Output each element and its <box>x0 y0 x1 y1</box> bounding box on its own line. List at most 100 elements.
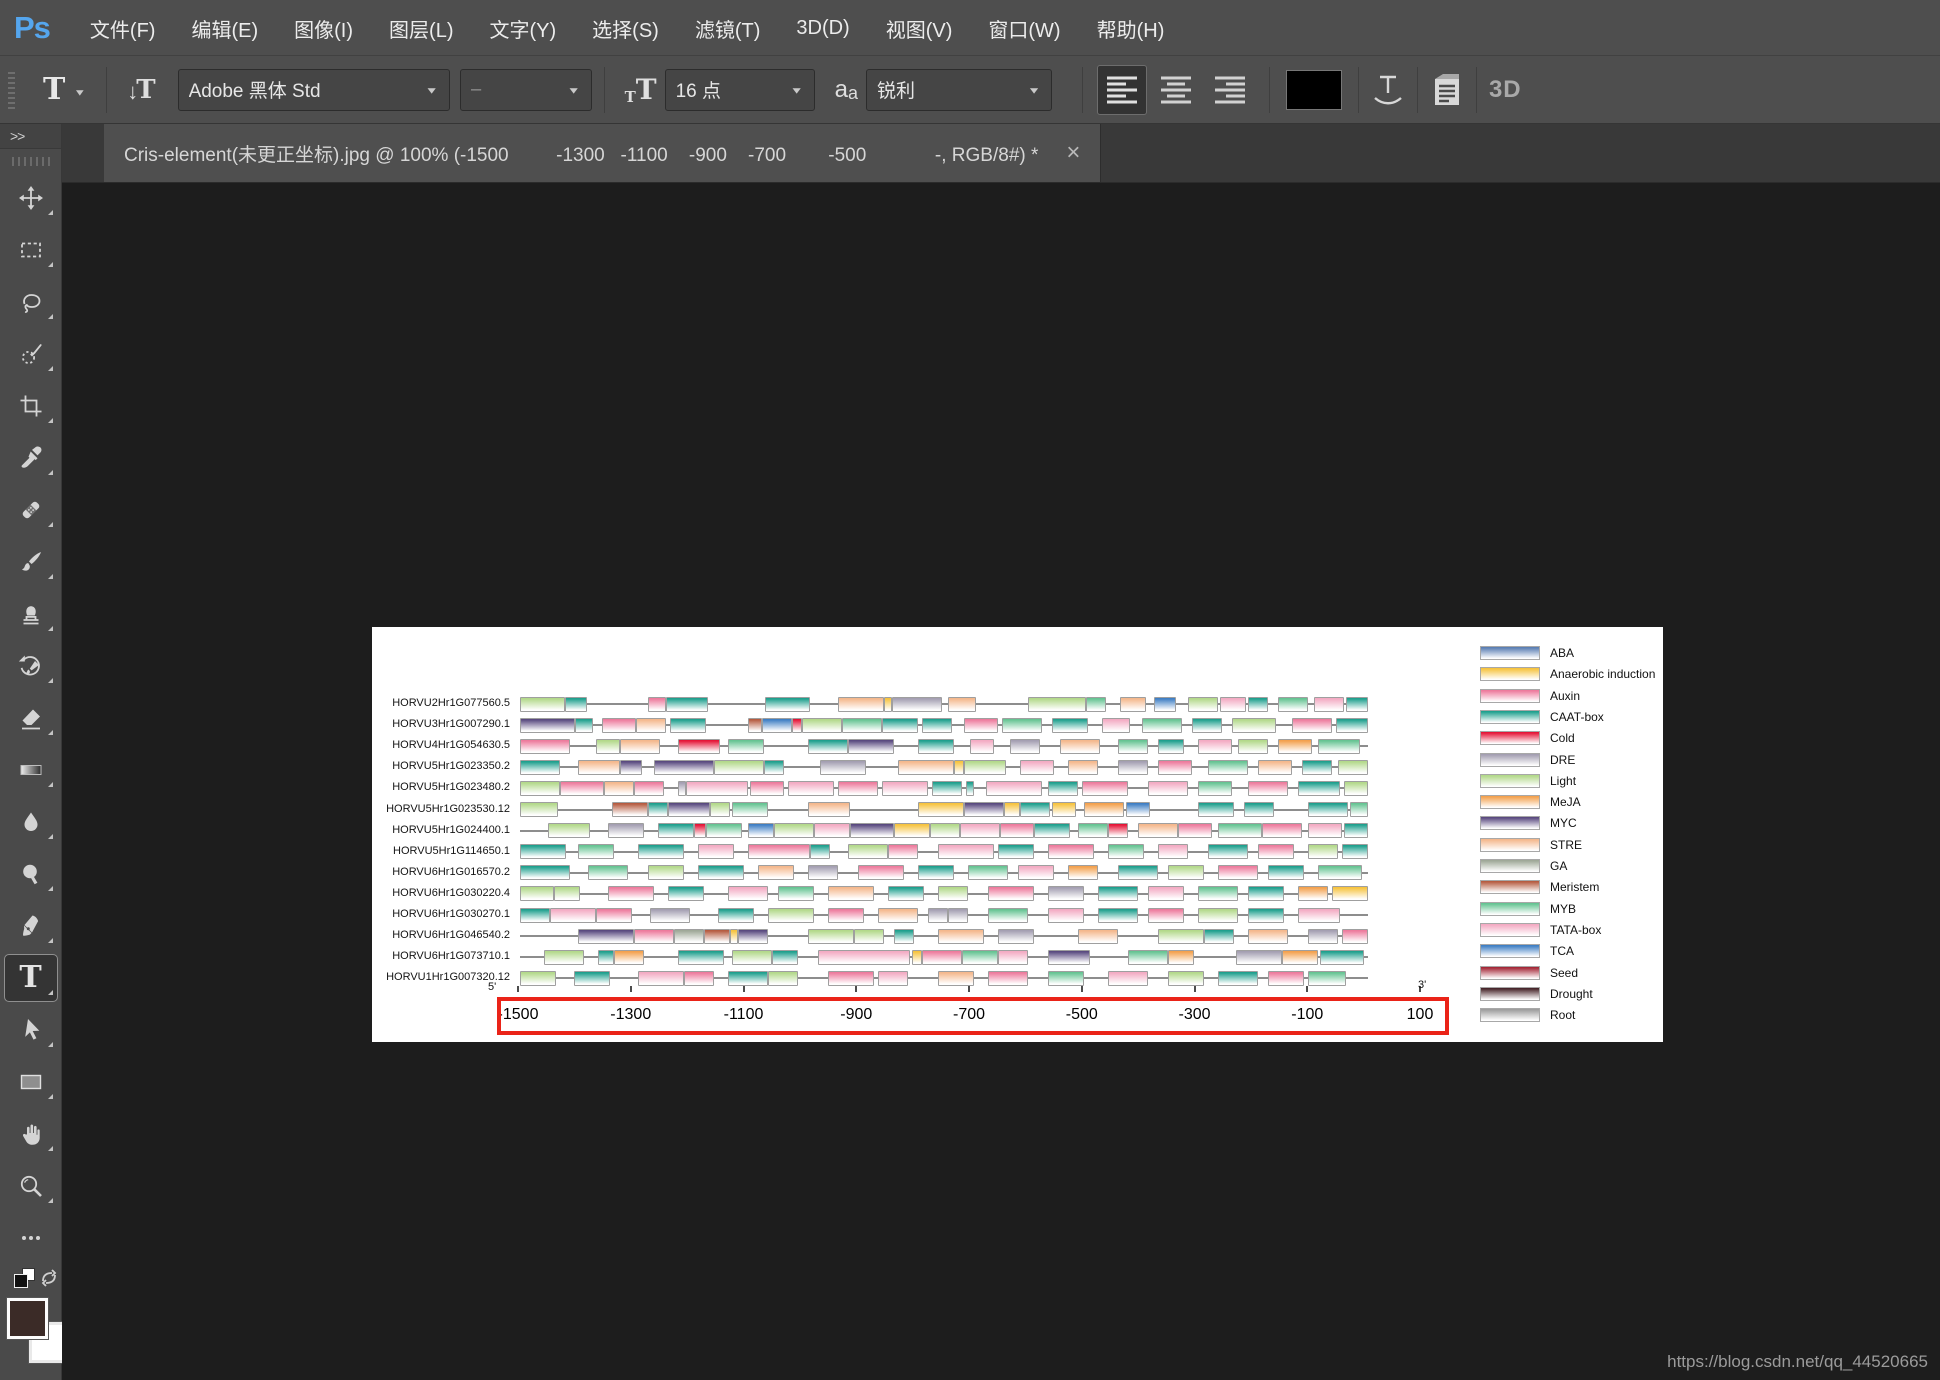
tool-move[interactable] <box>0 172 62 224</box>
crop-icon <box>20 395 41 417</box>
open-document-image[interactable]: HORVU2Hr1G077560.5 HORVU3Hr1G007290.1 HORV… <box>372 627 1663 1042</box>
more-tools-icon <box>21 1235 40 1240</box>
cis-element-box <box>730 928 738 944</box>
tool-dodge[interactable] <box>0 848 62 900</box>
tool-gradient[interactable] <box>0 744 62 796</box>
cis-element-box <box>1238 738 1268 754</box>
menu-item-8[interactable]: 3D(D) <box>796 16 850 39</box>
cis-element-box <box>670 717 706 733</box>
spot-healing-icon <box>22 501 39 519</box>
cis-element-box <box>966 780 974 796</box>
tool-brush[interactable] <box>0 536 62 588</box>
menu-item-2[interactable]: 编辑(E) <box>191 19 259 42</box>
cis-element-box <box>1118 865 1158 881</box>
menu-item-4[interactable]: 图层(L) <box>389 19 454 42</box>
cis-element-box <box>828 886 874 902</box>
tool-blur[interactable] <box>0 796 62 848</box>
3d-button[interactable]: 3D <box>1488 75 1522 103</box>
tool-history-brush[interactable] <box>0 640 62 692</box>
tool-more-tools[interactable] <box>0 1212 62 1264</box>
cis-element-box <box>650 907 690 923</box>
tool-crop[interactable] <box>0 380 62 432</box>
menu-item-1[interactable]: 文件(F) <box>89 19 156 42</box>
align-left-icon <box>1106 76 1137 103</box>
tool-eyedropper[interactable] <box>0 432 62 484</box>
tool-pen[interactable] <box>0 900 62 952</box>
chevron-down-icon: ▼ <box>1027 84 1041 95</box>
chevron-down-icon: ▼ <box>789 84 804 95</box>
anti-alias-select[interactable]: 锐利 ▼ <box>865 68 1052 111</box>
warp-text-button[interactable] <box>1371 72 1405 108</box>
cis-element-box <box>1346 696 1368 712</box>
tool-rectangular-marquee[interactable] <box>0 224 62 276</box>
menu-item-5[interactable]: 文字(Y) <box>489 19 557 42</box>
cis-element-box <box>698 865 744 881</box>
cis-element-box <box>1298 886 1328 902</box>
collapse-panel-button[interactable]: >> <box>0 124 61 149</box>
axis-label: -1300 <box>610 1006 652 1023</box>
cis-element-box <box>1308 970 1346 986</box>
warp-text-icon <box>1374 75 1402 104</box>
foreground-color-swatch[interactable] <box>5 1297 49 1341</box>
cis-element-box <box>520 780 560 796</box>
cis-element-box <box>1118 759 1148 775</box>
tool-lasso[interactable] <box>0 276 62 328</box>
tool-spot-healing[interactable] <box>0 484 62 536</box>
cis-element-box <box>1034 823 1070 839</box>
menu-item-3[interactable]: 图像(I) <box>294 19 354 42</box>
cis-element-box <box>894 928 914 944</box>
align-right-button[interactable] <box>1205 65 1255 115</box>
cis-element-box <box>998 949 1028 965</box>
tool-rectangle-shape[interactable] <box>0 1056 62 1108</box>
divider <box>1268 66 1270 113</box>
axis-tick <box>1306 986 1309 992</box>
cis-element-box <box>520 802 558 817</box>
cis-element-box <box>1298 907 1340 923</box>
menu-item-9[interactable]: 视图(V) <box>885 19 953 42</box>
tool-eraser[interactable] <box>0 692 62 744</box>
cis-element-box <box>1268 970 1304 986</box>
cis-element-box <box>1262 823 1302 839</box>
toggle-panels-button[interactable] <box>1430 71 1464 109</box>
cis-element-box <box>1302 759 1332 775</box>
close-icon[interactable]: × <box>1066 139 1081 166</box>
axis-label: -900 <box>840 1006 873 1023</box>
cis-element-box <box>1258 759 1292 775</box>
menu-item-6[interactable]: 选择(S) <box>592 19 659 42</box>
legend-label: Light <box>1550 773 1577 788</box>
tool-clone-stamp[interactable] <box>0 588 62 640</box>
text-color-swatch[interactable] <box>1285 69 1342 110</box>
tool-hand[interactable] <box>0 1108 62 1160</box>
tool-quick-selection[interactable] <box>0 328 62 380</box>
text-orientation-button[interactable]: ↓ T <box>127 75 155 105</box>
cis-element-box <box>1236 949 1282 965</box>
align-left-button[interactable] <box>1096 64 1147 115</box>
current-tool-badge[interactable]: T ▼ <box>25 72 94 107</box>
legend-label: MYC <box>1550 816 1577 831</box>
document-tab[interactable]: Cris-element(未更正坐标).jpg @ 100% (-1500 -1… <box>104 124 1102 182</box>
axis-tick <box>1419 986 1421 992</box>
cis-element-box <box>560 780 604 796</box>
cis-element-box <box>1338 759 1368 775</box>
cis-element-box <box>1282 949 1318 965</box>
tool-zoom[interactable] <box>0 1160 62 1212</box>
font-size-select[interactable]: 16 点 ▼ <box>664 68 815 111</box>
aa-icon-big: a <box>834 75 848 103</box>
font-family-select[interactable]: Adobe 黑体 Std ▼ <box>177 68 450 111</box>
menu-item-10[interactable]: 窗口(W) <box>988 19 1061 42</box>
default-colors-icon-front[interactable] <box>13 1273 28 1288</box>
swap-colors-icon[interactable] <box>40 1269 58 1287</box>
menu-item-7[interactable]: 滤镜(T) <box>694 19 761 42</box>
cis-element-box <box>922 717 952 733</box>
tool-type[interactable]: T <box>0 952 62 1004</box>
tool-path-selection[interactable] <box>0 1004 62 1056</box>
canvas-area[interactable]: HORVU2Hr1G077560.5 HORVU3Hr1G007290.1 HORV… <box>62 183 1940 1380</box>
cis-element-box <box>578 759 620 775</box>
font-style-select[interactable]: – ▼ <box>459 68 592 111</box>
menu-item-11[interactable]: 帮助(H) <box>1096 19 1165 42</box>
cis-element-box <box>520 970 556 986</box>
size-icon-small-t: T <box>624 88 636 106</box>
cis-element-box <box>1198 907 1238 923</box>
align-center-button[interactable] <box>1151 65 1201 115</box>
